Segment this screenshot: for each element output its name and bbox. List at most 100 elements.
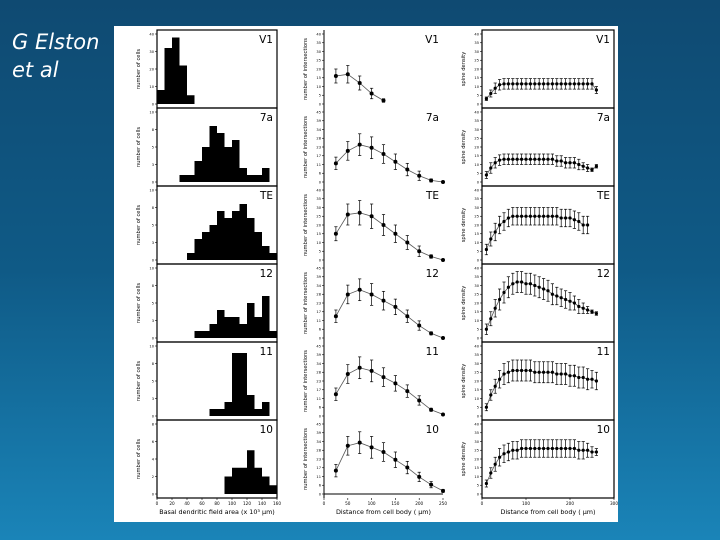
intersections-10-ytick-label: 6: [319, 484, 322, 488]
point-spine-density-12: [528, 282, 532, 286]
point-intersections-7a: [405, 167, 410, 172]
point-spine-density-11: [493, 384, 497, 388]
point-spine-density-7a: [533, 157, 537, 161]
point-spine-density-V1: [489, 91, 493, 96]
spine-density-11-ylabel: spine density: [461, 364, 467, 399]
spine-density-TE-ytick-label: 0: [477, 258, 480, 262]
intersections-TE-ytick-label: 20: [316, 223, 321, 227]
point-spine-density-12: [537, 285, 541, 289]
histogram-7a-ylabel: number of cells: [136, 127, 142, 167]
spine-density-12-ytick-label: 35: [474, 275, 479, 279]
intersections-10-ytick-label: 11: [316, 475, 321, 479]
point-spine-density-7a: [550, 157, 554, 161]
intersections-10-xtick-label: 50: [345, 501, 351, 506]
point-spine-density-7a: [594, 164, 598, 168]
point-spine-density-V1: [533, 82, 537, 86]
spine-density-TE-ytick-label: 5: [477, 250, 479, 254]
point-intersections-11: [357, 365, 362, 370]
point-intersections-V1: [381, 98, 386, 103]
histogram-TE-ytick-label: 8: [152, 206, 155, 210]
spine-density-11-ytick-label: 20: [474, 379, 479, 383]
spine-density-10-ytick-label: 30: [474, 440, 479, 444]
point-spine-density-12: [550, 292, 554, 296]
point-spine-density-12: [590, 310, 594, 314]
point-spine-density-7a: [542, 157, 546, 161]
bar-histogram-V1: [157, 90, 165, 104]
point-intersections-7a: [345, 148, 350, 153]
point-spine-density-12: [484, 327, 488, 331]
bar-histogram-11: [254, 409, 262, 416]
histogram-V1-ytick-label: 0: [152, 102, 155, 106]
point-spine-density-10: [581, 448, 585, 452]
spine-density-V1-ytick-label: 30: [474, 50, 479, 54]
point-spine-density-TE: [506, 216, 510, 220]
point-spine-density-V1: [511, 82, 515, 86]
point-spine-density-7a: [528, 157, 532, 161]
point-spine-density-12: [577, 304, 581, 309]
point-spine-density-11: [568, 374, 572, 378]
point-spine-density-V1: [524, 82, 528, 86]
spine-density-12-ytick-label: 0: [477, 336, 480, 340]
point-intersections-TE: [357, 210, 362, 215]
spine-density-V1-ytick-label: 15: [474, 76, 479, 80]
bar-histogram-TE: [269, 253, 277, 260]
spine-density-V1-ytick-label: 40: [474, 32, 479, 36]
point-intersections-TE: [429, 254, 434, 259]
point-spine-density-V1: [590, 82, 594, 86]
spine-density-V1-ytick-label: 25: [474, 59, 479, 63]
point-intersections-10: [369, 445, 374, 450]
point-intersections-10: [441, 488, 445, 493]
region-label-spine-density-TE: TE: [596, 190, 610, 202]
intersections-7a-ytick-label: 0: [319, 180, 322, 184]
bar-histogram-7a: [187, 175, 195, 182]
point-intersections-12: [357, 287, 362, 292]
spine-density-10-ylabel: spine density: [461, 442, 467, 477]
intersections-12-ytick-label: 6: [319, 328, 322, 332]
point-intersections-10: [429, 482, 434, 487]
point-spine-density-10: [546, 446, 550, 451]
point-intersections-10: [357, 440, 362, 445]
point-intersections-V1: [345, 72, 350, 77]
point-spine-density-12: [489, 317, 493, 321]
point-spine-density-TE: [502, 219, 506, 224]
point-intersections-7a: [393, 159, 398, 164]
spine-density-7a-ytick-label: 25: [474, 137, 479, 141]
point-spine-density-10: [572, 446, 576, 451]
point-spine-density-12: [564, 297, 568, 302]
point-spine-density-7a: [559, 159, 563, 163]
point-spine-density-TE: [586, 223, 590, 227]
histogram-7a-ytick-label: 3: [152, 163, 154, 167]
point-spine-density-V1: [555, 82, 559, 86]
spine-density-10-ytick-label: 25: [474, 449, 479, 453]
point-spine-density-11: [489, 393, 493, 397]
bar-histogram-10: [254, 467, 262, 494]
intersections-V1-ytick-label: 15: [316, 76, 321, 80]
point-intersections-12: [429, 331, 434, 336]
spine-density-11-ytick-label: 30: [474, 362, 479, 366]
spine-density-TE-ytick-label: 25: [474, 215, 479, 219]
point-spine-density-11: [577, 375, 581, 380]
histogram-12-ytick-label: 0: [152, 336, 155, 340]
point-spine-density-TE: [520, 214, 524, 218]
histogram-11-ytick-label: 3: [152, 397, 154, 401]
bar-histogram-12: [262, 296, 270, 338]
region-label-spine-density-7a: 7a: [597, 112, 610, 124]
point-spine-density-TE: [493, 230, 497, 234]
intersections-10-xtick-label: 100: [368, 501, 376, 506]
point-intersections-TE: [381, 223, 386, 227]
intersections-11-ytick-label: 45: [316, 344, 321, 348]
bar-histogram-12: [224, 317, 232, 338]
spine-density-10-xtick-label: 200: [566, 501, 574, 506]
intersections-11-ytick-label: 28: [316, 371, 321, 375]
point-spine-density-7a: [537, 157, 541, 161]
bar-histogram-11: [262, 402, 270, 416]
point-spine-density-7a: [581, 164, 585, 168]
histogram-10-xtick-label: 140: [258, 501, 266, 506]
point-intersections-11: [441, 412, 445, 417]
point-spine-density-10: [590, 450, 594, 454]
point-spine-density-7a: [546, 157, 550, 161]
histogram-11-ytick-label: 5: [152, 379, 154, 383]
intersections-11-ylabel: number of intersections: [303, 350, 309, 412]
intersections-7a-ytick-label: 17: [316, 154, 321, 158]
intersections-12-ytick-label: 28: [316, 293, 321, 297]
